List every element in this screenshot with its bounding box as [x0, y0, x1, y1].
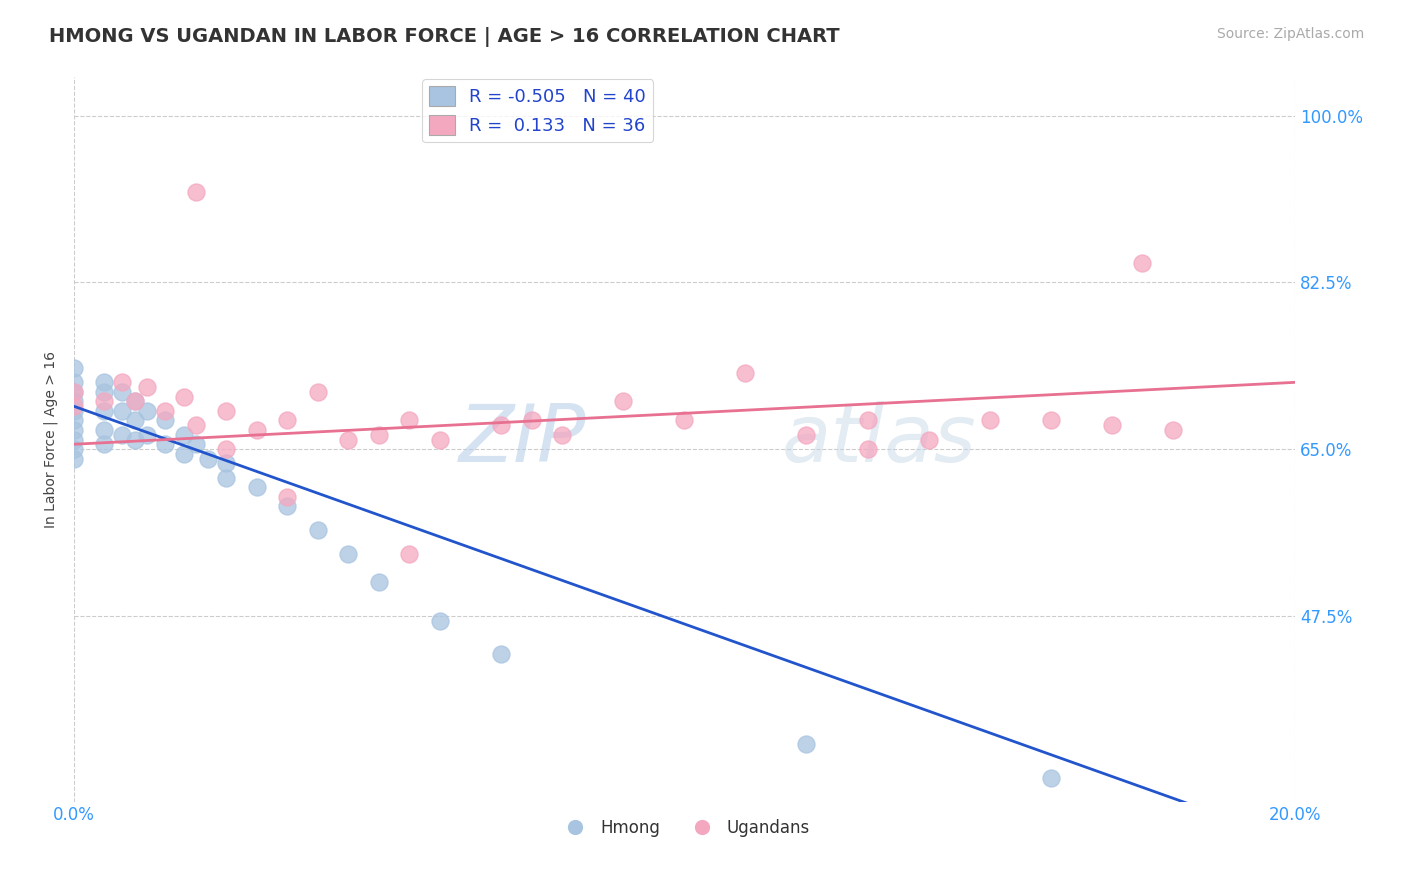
Point [62, 376, 84, 390]
Point [135, 404, 157, 418]
Point [153, 413, 176, 427]
Point [153, 404, 176, 418]
Text: ZIP: ZIP [460, 401, 586, 478]
Point [215, 456, 238, 470]
Point [1039, 413, 1062, 427]
Text: Source: ZipAtlas.com: Source: ZipAtlas.com [1216, 27, 1364, 41]
Point [124, 433, 146, 447]
Point [153, 437, 176, 451]
Point [368, 427, 391, 442]
Point [111, 427, 134, 442]
Y-axis label: In Labor Force | Age > 16: In Labor Force | Age > 16 [44, 351, 58, 528]
Point [93, 404, 115, 418]
Point [62, 384, 84, 399]
Point [173, 390, 195, 404]
Point [124, 413, 146, 427]
Text: atlas: atlas [782, 401, 977, 478]
Point [398, 413, 420, 427]
Point [307, 523, 329, 537]
Point [135, 427, 157, 442]
Point [215, 404, 238, 418]
Point [337, 547, 360, 561]
Point [551, 427, 574, 442]
Point [93, 437, 115, 451]
Point [734, 366, 756, 380]
Point [429, 433, 451, 447]
Point [62, 433, 84, 447]
Point [1101, 418, 1123, 433]
Point [429, 614, 451, 628]
Point [62, 361, 84, 376]
Point [489, 647, 512, 661]
Point [1161, 423, 1184, 437]
Point [62, 399, 84, 413]
Point [246, 423, 269, 437]
Point [368, 575, 391, 590]
Point [796, 738, 818, 752]
Point [111, 376, 134, 390]
Point [62, 423, 84, 437]
Point [197, 451, 219, 466]
Point [62, 384, 84, 399]
Point [612, 394, 634, 409]
Point [135, 380, 157, 394]
Point [307, 384, 329, 399]
Point [673, 413, 696, 427]
Point [93, 384, 115, 399]
Point [184, 418, 207, 433]
Point [124, 394, 146, 409]
Point [796, 427, 818, 442]
Point [856, 413, 879, 427]
Legend: Hmong, Ugandans: Hmong, Ugandans [553, 813, 817, 844]
Text: HMONG VS UGANDAN IN LABOR FORCE | AGE > 16 CORRELATION CHART: HMONG VS UGANDAN IN LABOR FORCE | AGE > … [49, 27, 839, 46]
Point [62, 404, 84, 418]
Point [215, 470, 238, 484]
Point [979, 413, 1001, 427]
Point [489, 418, 512, 433]
Point [246, 480, 269, 494]
Point [1130, 256, 1153, 270]
Point [93, 423, 115, 437]
Point [173, 427, 195, 442]
Point [173, 447, 195, 461]
Point [276, 413, 298, 427]
Point [62, 413, 84, 427]
Point [184, 185, 207, 199]
Point [124, 394, 146, 409]
Point [93, 394, 115, 409]
Point [111, 384, 134, 399]
Point [1039, 771, 1062, 785]
Point [111, 404, 134, 418]
Point [398, 547, 420, 561]
Point [62, 442, 84, 456]
Point [520, 413, 543, 427]
Point [917, 433, 939, 447]
Point [62, 451, 84, 466]
Point [856, 442, 879, 456]
Point [276, 490, 298, 504]
Point [93, 376, 115, 390]
Point [62, 394, 84, 409]
Point [276, 499, 298, 513]
Point [215, 442, 238, 456]
Point [337, 433, 360, 447]
Point [184, 437, 207, 451]
